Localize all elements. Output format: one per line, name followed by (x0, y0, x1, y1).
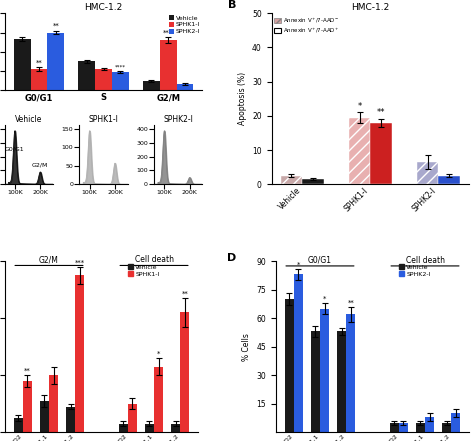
Bar (66, 407, 75, 432)
Bar (337, 332, 346, 432)
Text: ***: *** (163, 30, 173, 36)
Bar (451, 413, 460, 432)
Bar (30, 69, 47, 90)
Title: SPHK2-I: SPHK2-I (164, 115, 193, 124)
Bar (171, 424, 180, 432)
Y-axis label: % Cells: % Cells (242, 333, 251, 361)
Bar (49, 375, 58, 432)
Text: G0/G1: G0/G1 (5, 146, 25, 151)
Bar (349, 118, 370, 184)
Legend: Vehicle, SPHK1-I: Vehicle, SPHK1-I (126, 262, 162, 279)
Title: HMC-1.2: HMC-1.2 (84, 4, 123, 12)
Title: SPHK1-I: SPHK1-I (89, 115, 118, 124)
Text: **: ** (347, 300, 354, 306)
Legend: Annexin V$^+$/7-AAD$^-$, Annexin V$^+$/7-AAD$^+$: Annexin V$^+$/7-AAD$^-$, Annexin V$^+$/7… (272, 14, 342, 37)
Bar (112, 72, 129, 90)
Bar (294, 274, 303, 432)
Text: Cell death: Cell death (406, 256, 445, 265)
Bar (78, 61, 95, 90)
Bar (442, 422, 451, 432)
Text: *: * (157, 351, 160, 357)
Bar (416, 422, 425, 432)
Bar (284, 299, 294, 432)
Text: *: * (323, 296, 326, 302)
Text: **: ** (36, 60, 42, 66)
Title: HMC-1.2: HMC-1.2 (351, 4, 390, 12)
Bar (23, 381, 32, 432)
Text: B: B (228, 0, 237, 10)
Bar (311, 332, 320, 432)
Bar (75, 276, 84, 432)
Bar (145, 424, 154, 432)
Bar (399, 422, 408, 432)
Bar (390, 422, 399, 432)
Bar (95, 69, 112, 90)
Y-axis label: Apoptosis (%): Apoptosis (%) (237, 72, 246, 125)
Text: G2/M: G2/M (39, 255, 59, 264)
Bar (154, 366, 163, 432)
Text: *: * (357, 102, 362, 111)
Text: G2/M: G2/M (32, 162, 48, 167)
Text: G0/G1: G0/G1 (308, 256, 332, 265)
Legend: Vehicle, SPHK2-I: Vehicle, SPHK2-I (397, 262, 433, 279)
Bar (425, 417, 434, 432)
Text: **: ** (377, 108, 385, 117)
Bar (177, 84, 193, 90)
Text: ****: **** (115, 65, 126, 70)
Bar (417, 162, 438, 184)
Bar (346, 314, 356, 432)
Text: ***: *** (75, 259, 85, 265)
Bar (438, 176, 460, 184)
Text: **: ** (52, 23, 59, 29)
Text: **: ** (182, 291, 188, 297)
Bar (320, 309, 329, 432)
Bar (47, 33, 64, 90)
Bar (302, 179, 324, 184)
Bar (128, 404, 137, 432)
Title: Vehicle: Vehicle (15, 115, 43, 124)
Bar (14, 39, 30, 90)
Text: *: * (297, 262, 300, 268)
Legend: Vehicle, SPHK1-I, SPHK2-I: Vehicle, SPHK1-I, SPHK2-I (168, 14, 202, 36)
Bar (281, 176, 302, 184)
Bar (160, 40, 177, 90)
Text: D: D (228, 253, 237, 263)
Text: **: ** (24, 368, 31, 374)
Bar (370, 123, 392, 184)
Bar (118, 424, 128, 432)
Bar (40, 401, 49, 432)
Bar (180, 313, 190, 432)
Bar (14, 418, 23, 432)
Text: Cell death: Cell death (135, 255, 173, 264)
Bar (143, 81, 160, 90)
